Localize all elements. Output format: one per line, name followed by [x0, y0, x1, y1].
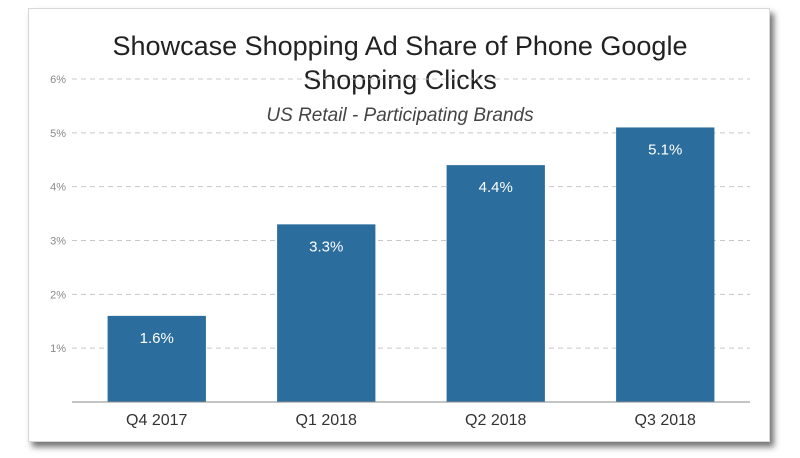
data-label: 1.6% — [140, 330, 174, 347]
bar — [616, 127, 715, 402]
x-tick-label: Q2 2018 — [465, 412, 526, 429]
y-tick-label: 6% — [50, 74, 66, 86]
data-label: 3.3% — [309, 238, 343, 255]
bar — [107, 315, 206, 402]
y-tick-label: 4% — [50, 182, 66, 194]
axes: 1% 2% 3% 4% 5% 6% Q4 2017 Q1 2018 Q2 2018 Q3 2018 — [50, 74, 750, 429]
chart-title-line-1: Showcase Shopping Ad Share of Phone Goog… — [113, 31, 688, 61]
data-label: 5.1% — [648, 141, 682, 158]
y-tick-label: 5% — [50, 128, 66, 140]
x-tick-label: Q1 2018 — [296, 412, 357, 429]
chart-title-line-2: Shopping Clicks — [303, 65, 497, 95]
y-tick-label: 1% — [50, 343, 66, 355]
data-label: 4.4% — [479, 179, 513, 196]
x-tick-label: Q4 2017 — [126, 412, 187, 429]
y-tick-label: 2% — [50, 289, 66, 301]
x-tick-label: Q3 2018 — [635, 412, 696, 429]
y-tick-label: 3% — [50, 236, 66, 248]
chart-subtitle: US Retail - Participating Brands — [266, 105, 534, 126]
bars: 1.6% 3.3% 4.4% 5.1% — [107, 127, 715, 402]
bar — [277, 224, 376, 402]
bar — [446, 165, 545, 402]
